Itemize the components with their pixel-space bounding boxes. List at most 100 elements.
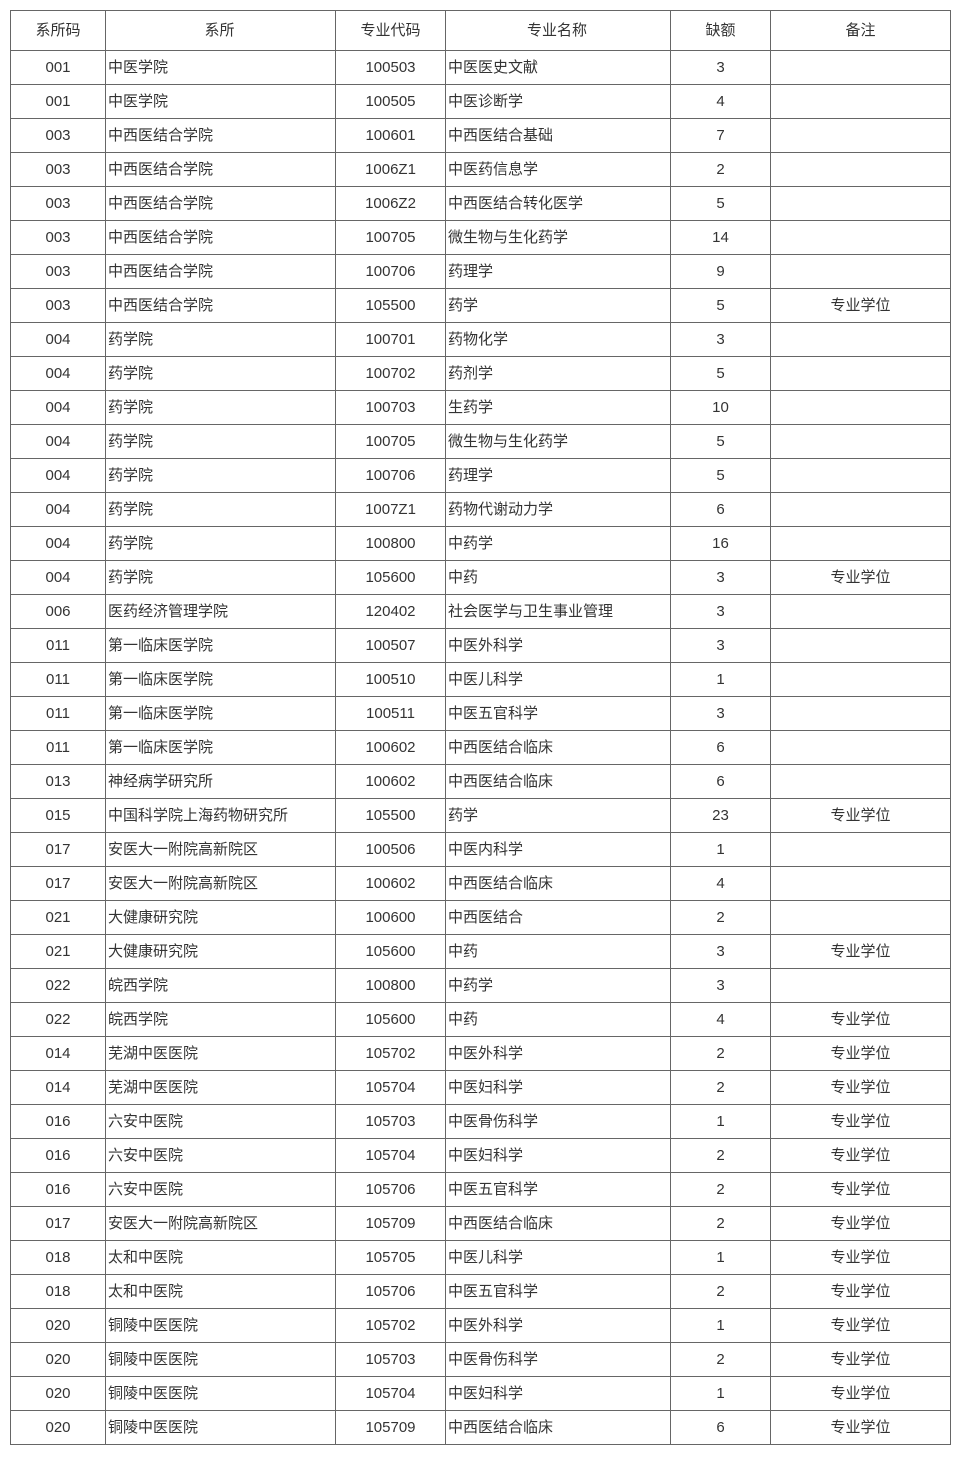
- table-row: 020铜陵中医医院105709中西医结合临床6专业学位: [11, 1411, 951, 1445]
- cell-major_code: 1006Z2: [336, 187, 446, 221]
- cell-dept_code: 013: [11, 765, 106, 799]
- cell-major_code: 105709: [336, 1207, 446, 1241]
- cell-dept_name: 安医大一附院高新院区: [106, 867, 336, 901]
- table-row: 020铜陵中医医院105704中医妇科学1专业学位: [11, 1377, 951, 1411]
- cell-dept_name: 六安中医院: [106, 1139, 336, 1173]
- cell-dept_name: 芜湖中医医院: [106, 1071, 336, 1105]
- table-row: 022皖西学院105600中药4专业学位: [11, 1003, 951, 1037]
- cell-dept_code: 004: [11, 459, 106, 493]
- cell-dept_code: 011: [11, 663, 106, 697]
- cell-remark: [771, 697, 951, 731]
- cell-major_name: 中药: [446, 1003, 671, 1037]
- cell-major_name: 中医骨伤科学: [446, 1343, 671, 1377]
- cell-vacancy: 6: [671, 493, 771, 527]
- cell-dept_name: 皖西学院: [106, 969, 336, 1003]
- cell-dept_name: 太和中医院: [106, 1241, 336, 1275]
- cell-dept_code: 020: [11, 1343, 106, 1377]
- cell-vacancy: 4: [671, 1003, 771, 1037]
- table-row: 003中西医结合学院100601中西医结合基础7: [11, 119, 951, 153]
- cell-vacancy: 5: [671, 187, 771, 221]
- cell-major_code: 105704: [336, 1071, 446, 1105]
- table-row: 004药学院105600中药3专业学位: [11, 561, 951, 595]
- cell-remark: [771, 731, 951, 765]
- cell-major_code: 105702: [336, 1309, 446, 1343]
- cell-dept_name: 药学院: [106, 459, 336, 493]
- cell-major_name: 中医妇科学: [446, 1377, 671, 1411]
- cell-dept_name: 安医大一附院高新院区: [106, 833, 336, 867]
- cell-major_code: 105703: [336, 1343, 446, 1377]
- cell-dept_name: 中国科学院上海药物研究所: [106, 799, 336, 833]
- cell-dept_name: 铜陵中医医院: [106, 1309, 336, 1343]
- cell-major_code: 100800: [336, 969, 446, 1003]
- cell-vacancy: 5: [671, 425, 771, 459]
- cell-dept_name: 第一临床医学院: [106, 731, 336, 765]
- cell-major_name: 中医妇科学: [446, 1071, 671, 1105]
- cell-dept_code: 021: [11, 901, 106, 935]
- cell-major_code: 100506: [336, 833, 446, 867]
- cell-dept_name: 神经病学研究所: [106, 765, 336, 799]
- cell-major_name: 社会医学与卫生事业管理: [446, 595, 671, 629]
- cell-dept_code: 015: [11, 799, 106, 833]
- table-row: 016六安中医院105703中医骨伤科学1专业学位: [11, 1105, 951, 1139]
- cell-remark: [771, 765, 951, 799]
- cell-dept_name: 中西医结合学院: [106, 119, 336, 153]
- table-row: 011第一临床医学院100507中医外科学3: [11, 629, 951, 663]
- table-row: 017安医大一附院高新院区105709中西医结合临床2专业学位: [11, 1207, 951, 1241]
- table-row: 014芜湖中医医院105702中医外科学2专业学位: [11, 1037, 951, 1071]
- cell-major_code: 105709: [336, 1411, 446, 1445]
- cell-remark: [771, 357, 951, 391]
- cell-remark: [771, 51, 951, 85]
- cell-remark: 专业学位: [771, 1139, 951, 1173]
- cell-remark: [771, 459, 951, 493]
- cell-major_code: 105703: [336, 1105, 446, 1139]
- cell-remark: 专业学位: [771, 1343, 951, 1377]
- cell-vacancy: 6: [671, 731, 771, 765]
- cell-dept_code: 022: [11, 969, 106, 1003]
- cell-major_code: 105702: [336, 1037, 446, 1071]
- cell-remark: 专业学位: [771, 1207, 951, 1241]
- cell-dept_name: 中医学院: [106, 51, 336, 85]
- cell-major_name: 中西医结合临床: [446, 765, 671, 799]
- cell-major_code: 100602: [336, 765, 446, 799]
- cell-major_name: 中医妇科学: [446, 1139, 671, 1173]
- table-row: 020铜陵中医医院105702中医外科学1专业学位: [11, 1309, 951, 1343]
- table-row: 004药学院1007Z1药物代谢动力学6: [11, 493, 951, 527]
- cell-major_code: 105706: [336, 1275, 446, 1309]
- cell-dept_code: 011: [11, 697, 106, 731]
- cell-major_name: 药剂学: [446, 357, 671, 391]
- cell-remark: [771, 391, 951, 425]
- cell-dept_name: 安医大一附院高新院区: [106, 1207, 336, 1241]
- cell-vacancy: 3: [671, 595, 771, 629]
- cell-major_code: 100800: [336, 527, 446, 561]
- cell-major_name: 药物化学: [446, 323, 671, 357]
- cell-dept_name: 太和中医院: [106, 1275, 336, 1309]
- cell-vacancy: 2: [671, 1343, 771, 1377]
- cell-vacancy: 2: [671, 153, 771, 187]
- cell-major_code: 105600: [336, 935, 446, 969]
- cell-remark: [771, 527, 951, 561]
- cell-major_code: 100507: [336, 629, 446, 663]
- cell-major_name: 药物代谢动力学: [446, 493, 671, 527]
- cell-major_code: 100701: [336, 323, 446, 357]
- cell-dept_name: 大健康研究院: [106, 935, 336, 969]
- cell-remark: 专业学位: [771, 1173, 951, 1207]
- cell-vacancy: 1: [671, 1309, 771, 1343]
- table-row: 014芜湖中医医院105704中医妇科学2专业学位: [11, 1071, 951, 1105]
- cell-dept_name: 药学院: [106, 561, 336, 595]
- cell-dept_code: 003: [11, 153, 106, 187]
- cell-major_name: 中药学: [446, 527, 671, 561]
- cell-major_code: 100503: [336, 51, 446, 85]
- cell-vacancy: 5: [671, 289, 771, 323]
- cell-major_name: 中医诊断学: [446, 85, 671, 119]
- table-row: 020铜陵中医医院105703中医骨伤科学2专业学位: [11, 1343, 951, 1377]
- cell-major_code: 105706: [336, 1173, 446, 1207]
- table-row: 004药学院100703生药学10: [11, 391, 951, 425]
- cell-major_code: 100705: [336, 425, 446, 459]
- cell-vacancy: 14: [671, 221, 771, 255]
- table-row: 022皖西学院100800中药学3: [11, 969, 951, 1003]
- cell-vacancy: 3: [671, 969, 771, 1003]
- cell-remark: [771, 323, 951, 357]
- cell-remark: [771, 119, 951, 153]
- cell-vacancy: 2: [671, 1139, 771, 1173]
- cell-vacancy: 2: [671, 901, 771, 935]
